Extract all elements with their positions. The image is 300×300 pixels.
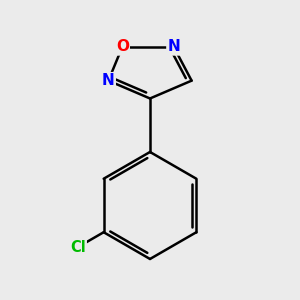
Text: N: N [167, 40, 180, 55]
Text: O: O [116, 40, 129, 55]
Text: N: N [102, 73, 115, 88]
Text: Cl: Cl [70, 240, 86, 255]
